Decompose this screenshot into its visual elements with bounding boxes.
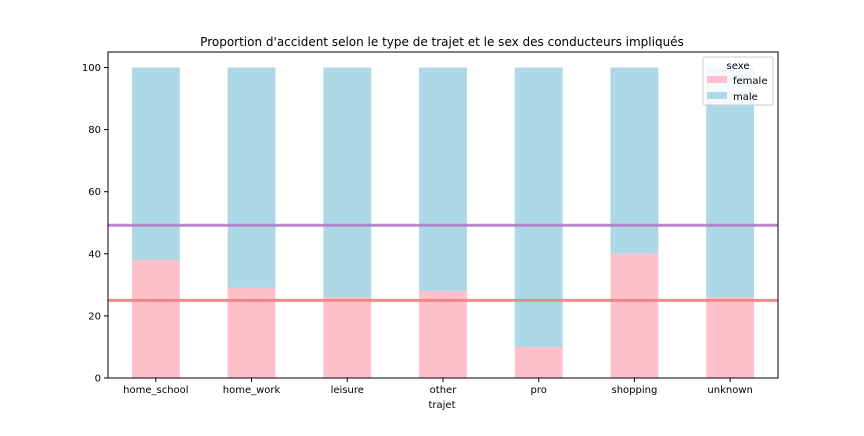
x-tick-label-leisure: leisure xyxy=(331,385,364,396)
reference-lines-layer xyxy=(108,223,778,302)
bar-male-home_work xyxy=(227,67,276,288)
legend: sexe female male xyxy=(702,56,774,106)
x-tick-label-home_school: home_school xyxy=(123,385,188,396)
bar-male-pro xyxy=(514,67,563,347)
x-tick-label-other: other xyxy=(430,385,458,396)
legend-label-female: female xyxy=(733,76,767,87)
x-tick-label-home_work: home_work xyxy=(223,385,281,396)
x-axis-label: trajet xyxy=(428,400,455,411)
x-tick-label-unknown: unknown xyxy=(707,385,752,396)
bar-female-other xyxy=(419,291,467,378)
bar-male-other xyxy=(419,67,467,292)
legend-title: sexe xyxy=(727,61,750,72)
legend-label-male: male xyxy=(733,92,758,103)
y-tick-label-60: 60 xyxy=(88,187,101,198)
x-tick-label-pro: pro xyxy=(531,385,547,396)
bar-female-pro xyxy=(514,346,563,378)
bars-layer xyxy=(131,67,755,378)
bar-male-home_school xyxy=(131,67,180,261)
x-tick-label-shopping: shopping xyxy=(612,385,658,396)
axes-layer: 0 20 40 60 80 100 home_school home_work leisure o… xyxy=(82,51,779,396)
y-tick-label-100: 100 xyxy=(82,63,101,74)
bar-male-leisure xyxy=(323,67,372,298)
y-tick-label-20: 20 xyxy=(88,311,101,322)
bar-male-unknown xyxy=(706,67,755,298)
bar-female-home_work xyxy=(227,287,276,378)
legend-swatch-male xyxy=(707,92,727,99)
bar-female-leisure xyxy=(323,297,372,378)
bar-female-shopping xyxy=(610,253,659,378)
bar-male-shopping xyxy=(610,67,659,254)
bar-female-unknown xyxy=(706,297,755,378)
y-tick-label-40: 40 xyxy=(88,249,101,260)
chart-title: Proportion d'accident selon le type de t… xyxy=(200,35,684,49)
legend-swatch-female xyxy=(707,76,727,83)
y-tick-label-80: 80 xyxy=(88,125,101,136)
y-tick-label-0: 0 xyxy=(95,374,101,385)
bar-female-home_school xyxy=(131,260,180,378)
